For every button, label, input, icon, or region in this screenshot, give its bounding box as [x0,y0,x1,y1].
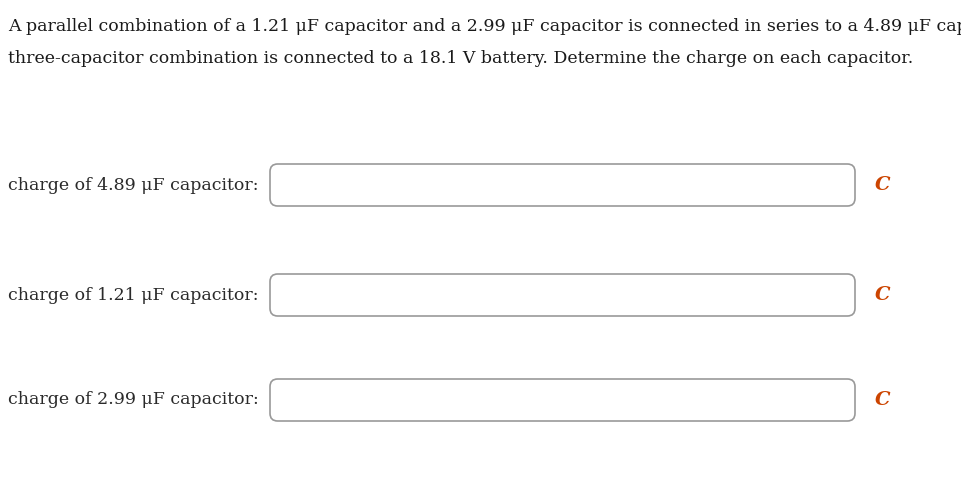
Text: charge of 1.21 μF capacitor:: charge of 1.21 μF capacitor: [8,286,259,303]
FancyBboxPatch shape [270,164,855,206]
Text: three-capacitor combination is connected to a 18.1 V battery. Determine the char: three-capacitor combination is connected… [8,50,913,67]
FancyBboxPatch shape [270,379,855,421]
Text: charge of 4.89 μF capacitor:: charge of 4.89 μF capacitor: [8,177,259,194]
Text: C: C [875,391,891,409]
Text: charge of 2.99 μF capacitor:: charge of 2.99 μF capacitor: [8,392,259,409]
Text: C: C [875,176,891,194]
Text: C: C [875,286,891,304]
FancyBboxPatch shape [270,274,855,316]
Text: A parallel combination of a 1.21 μF capacitor and a 2.99 μF capacitor is connect: A parallel combination of a 1.21 μF capa… [8,18,961,35]
